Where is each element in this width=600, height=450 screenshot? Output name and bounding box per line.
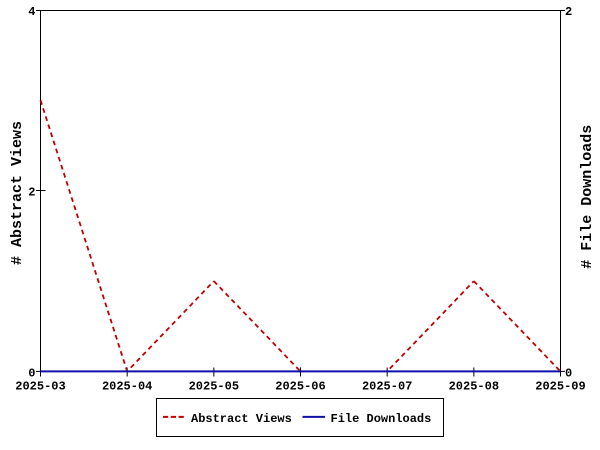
- svg-text:# Abstract Views: # Abstract Views: [9, 121, 26, 265]
- svg-text:2025-04: 2025-04: [102, 380, 152, 394]
- svg-text:# File Downloads: # File Downloads: [579, 125, 596, 269]
- svg-text:Abstract Views: Abstract Views: [191, 412, 292, 426]
- svg-text:2025-05: 2025-05: [189, 380, 239, 394]
- svg-text:2025-07: 2025-07: [362, 380, 412, 394]
- svg-text:2025-06: 2025-06: [275, 380, 325, 394]
- svg-text:2025-09: 2025-09: [535, 380, 585, 394]
- svg-text:4: 4: [28, 5, 35, 19]
- svg-text:2025-08: 2025-08: [449, 380, 499, 394]
- svg-text:2: 2: [565, 5, 572, 19]
- svg-text:0: 0: [565, 366, 572, 380]
- svg-text:File Downloads: File Downloads: [331, 412, 432, 426]
- svg-text:0: 0: [28, 366, 35, 380]
- svg-text:2025-03: 2025-03: [15, 380, 65, 394]
- svg-text:2: 2: [28, 186, 35, 200]
